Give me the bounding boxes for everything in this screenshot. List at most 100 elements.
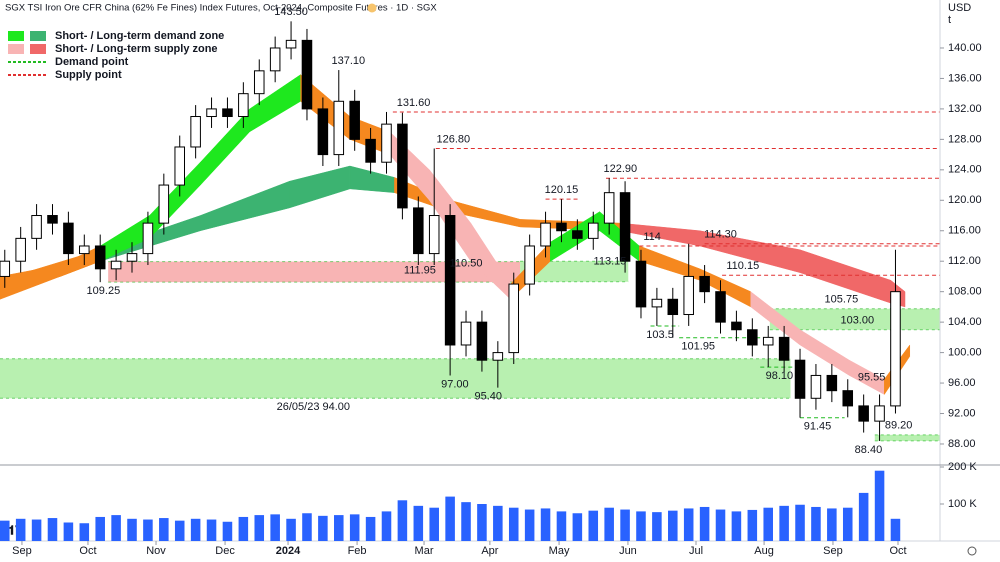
price-annotation: 114.30 (704, 229, 737, 241)
y-tick-label: 124.00 (948, 164, 982, 176)
candle-body (158, 184, 170, 224)
y-tick-label: 128.00 (948, 133, 982, 145)
volume-bar (763, 507, 773, 541)
y-tick-label: 96.00 (948, 377, 976, 389)
y-tick-label: 108.00 (948, 286, 982, 298)
plot-area (0, 21, 940, 442)
volume-bar (349, 514, 360, 541)
price-annotation: 131.60 (397, 97, 431, 109)
x-tick-label: Jun (619, 545, 637, 557)
candle-body (874, 405, 885, 422)
volume-bar (222, 521, 233, 541)
price-annotation: 109.25 (87, 285, 121, 297)
candle-body (587, 222, 599, 239)
candle-body (683, 275, 694, 316)
volume-bar (63, 522, 74, 541)
volume-bar (652, 512, 662, 541)
candle-body (397, 123, 408, 209)
x-tick-label: Jul (689, 545, 703, 557)
volume-bar (95, 516, 105, 541)
volume-bar (318, 515, 328, 541)
candle-body (444, 215, 456, 346)
candle-body (635, 260, 647, 308)
candle-body (619, 192, 631, 262)
candle-body (0, 260, 11, 277)
settings-icon[interactable] (967, 546, 977, 556)
y-tick-label: 140.00 (948, 42, 982, 54)
y-tick-label: 104.00 (948, 316, 982, 328)
price-annotation: 95.55 (858, 371, 886, 383)
x-tick-label: Sep (12, 545, 32, 557)
volume-bar (0, 520, 10, 541)
volume-bar (381, 511, 392, 541)
price-annotation: 105.75 (825, 294, 859, 306)
unit: t (948, 14, 951, 26)
volume-bar (79, 523, 90, 541)
price-annotation: 103.5 (646, 329, 674, 341)
candle-body (651, 298, 663, 308)
candle-body (349, 100, 360, 140)
volume-bar (508, 507, 519, 541)
volume-bar (206, 519, 217, 541)
x-tick-label: Apr (481, 545, 498, 557)
price-annotation: 95.40 (475, 391, 503, 403)
legend-label: Short- / Long-term demand zone (55, 30, 224, 42)
legend-swatch (30, 31, 46, 41)
legend-label: Short- / Long-term supply zone (55, 43, 218, 55)
candle-body (174, 146, 186, 186)
candle-body (731, 321, 742, 331)
x-tick-label: Oct (889, 545, 906, 557)
volume-bar (588, 510, 599, 541)
volume-bar (397, 500, 408, 541)
volume-bar (461, 502, 471, 541)
volume-bar (127, 518, 137, 541)
volume-bar (47, 518, 58, 541)
volume-bar (572, 513, 583, 541)
volume-bar (31, 519, 42, 541)
volume-bar (699, 506, 710, 541)
volume-tick-label: 100 K (948, 498, 977, 510)
y-tick-label: 88.00 (948, 438, 976, 450)
volume-bar (636, 511, 646, 541)
volume-bar (15, 518, 26, 541)
candle-body (413, 207, 424, 255)
price-annotation: 91.45 (804, 421, 832, 433)
volume-bar (668, 510, 678, 541)
x-tick-label: Oct (79, 545, 96, 557)
volume-bar (715, 509, 726, 541)
candle-body (31, 215, 42, 239)
candle-body (142, 222, 154, 255)
volume-bar (524, 509, 535, 541)
x-tick-label: Mar (415, 545, 434, 557)
price-annotation: 137.10 (331, 55, 365, 67)
legend-swatch (8, 31, 24, 41)
candle-body (301, 39, 313, 110)
volume-bar (874, 470, 885, 541)
x-tick-label: Aug (754, 545, 774, 557)
price-annotation: 114 (643, 231, 661, 243)
price-annotation: 111.95 (404, 264, 436, 276)
price-annotation: 98.10 (766, 370, 794, 382)
volume-bar (334, 515, 344, 541)
y-tick-label: 92.00 (948, 407, 976, 419)
candle-body (317, 108, 329, 156)
candle-body (492, 352, 504, 361)
candle-body (524, 245, 535, 285)
candle-body (858, 405, 869, 422)
y-tick-label: 112.00 (948, 255, 981, 267)
price-annotation: 126.80 (436, 133, 470, 145)
candle-body (747, 329, 758, 346)
volume-bar (540, 508, 551, 541)
candle-body (572, 230, 583, 239)
candle-body (603, 192, 615, 224)
candle-body (778, 336, 790, 361)
candle-body (333, 100, 345, 156)
volume-bar (731, 511, 742, 541)
candle-body (826, 374, 838, 392)
y-tick-label: 120.00 (948, 194, 982, 206)
volume-bar (604, 507, 614, 541)
candle-body (63, 222, 74, 255)
candle-body (508, 283, 520, 354)
x-tick-label: Dec (215, 545, 235, 557)
chart-title: SGX TSI Iron Ore CFR China (62% Fe Fines… (5, 3, 437, 14)
